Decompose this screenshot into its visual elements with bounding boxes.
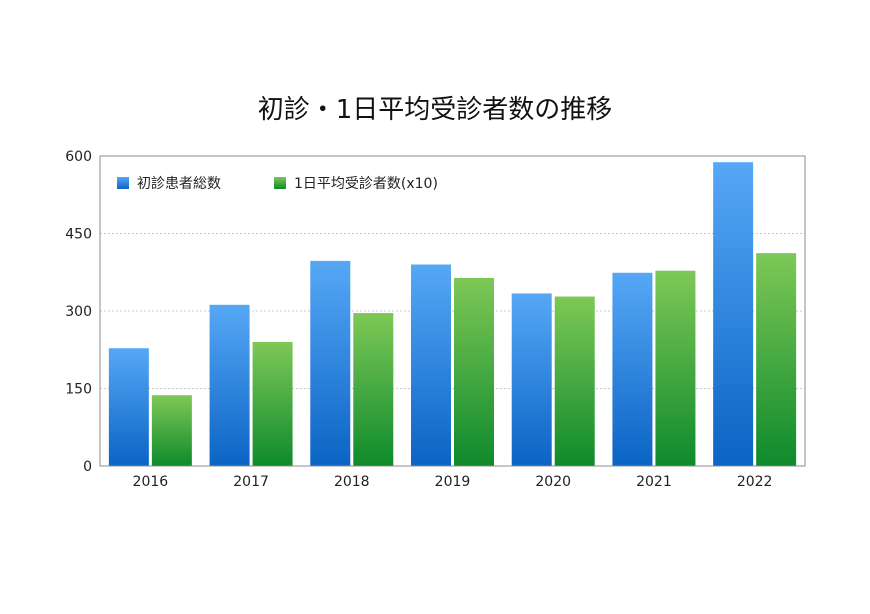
x-tick-label: 2022 (737, 474, 773, 490)
x-axis-ticks: 2016 2017 2018 2019 2020 2021 2022 (133, 474, 773, 490)
bar-series-1-2019 (411, 264, 451, 466)
bar-series-2-2020 (554, 296, 595, 466)
bar-series-1-2020 (511, 293, 552, 466)
x-tick-label: 2016 (133, 474, 169, 490)
y-tick-label: 300 (65, 304, 92, 320)
bar-series-2-2018 (353, 313, 394, 466)
y-tick-label: 600 (65, 149, 92, 165)
legend-swatch-series-1 (117, 177, 129, 189)
legend-label-series-1: 初診患者総数 (137, 175, 221, 192)
bar-series-2-2021 (655, 270, 696, 466)
x-tick-label: 2020 (535, 474, 571, 490)
x-tick-label: 2019 (435, 474, 471, 490)
bar-series-1-2022 (713, 162, 754, 466)
y-axis-ticks: 0 150 300 450 600 (65, 149, 92, 475)
bar-series-2-2022 (756, 253, 797, 466)
bar-series-1-2018 (310, 260, 351, 466)
y-tick-label: 0 (83, 459, 92, 475)
gridlines (100, 233, 805, 389)
bar-series-2-2016 (151, 395, 192, 466)
bar-series-2-2017 (252, 342, 293, 466)
bar-series-2-2019 (454, 277, 494, 466)
legend-label-series-2: 1日平均受診者数(x10) (294, 176, 438, 192)
bar-series-1-2017 (209, 304, 250, 466)
y-tick-label: 150 (65, 382, 92, 398)
plot-frame (99, 155, 806, 467)
x-tick-label: 2021 (636, 474, 672, 490)
chart-title: 初診・1日平均受診者数の推移 (258, 95, 613, 125)
legend-swatch-series-2 (274, 177, 286, 189)
y-tick-label: 450 (65, 227, 92, 243)
bar-series-1-2021 (612, 272, 653, 466)
bars (108, 162, 797, 466)
x-tick-label: 2017 (233, 474, 269, 490)
bar-series-1-2016 (108, 348, 149, 466)
x-tick-label: 2018 (334, 474, 370, 490)
legend: 初診患者総数 1日平均受診者数(x10) (117, 175, 438, 192)
